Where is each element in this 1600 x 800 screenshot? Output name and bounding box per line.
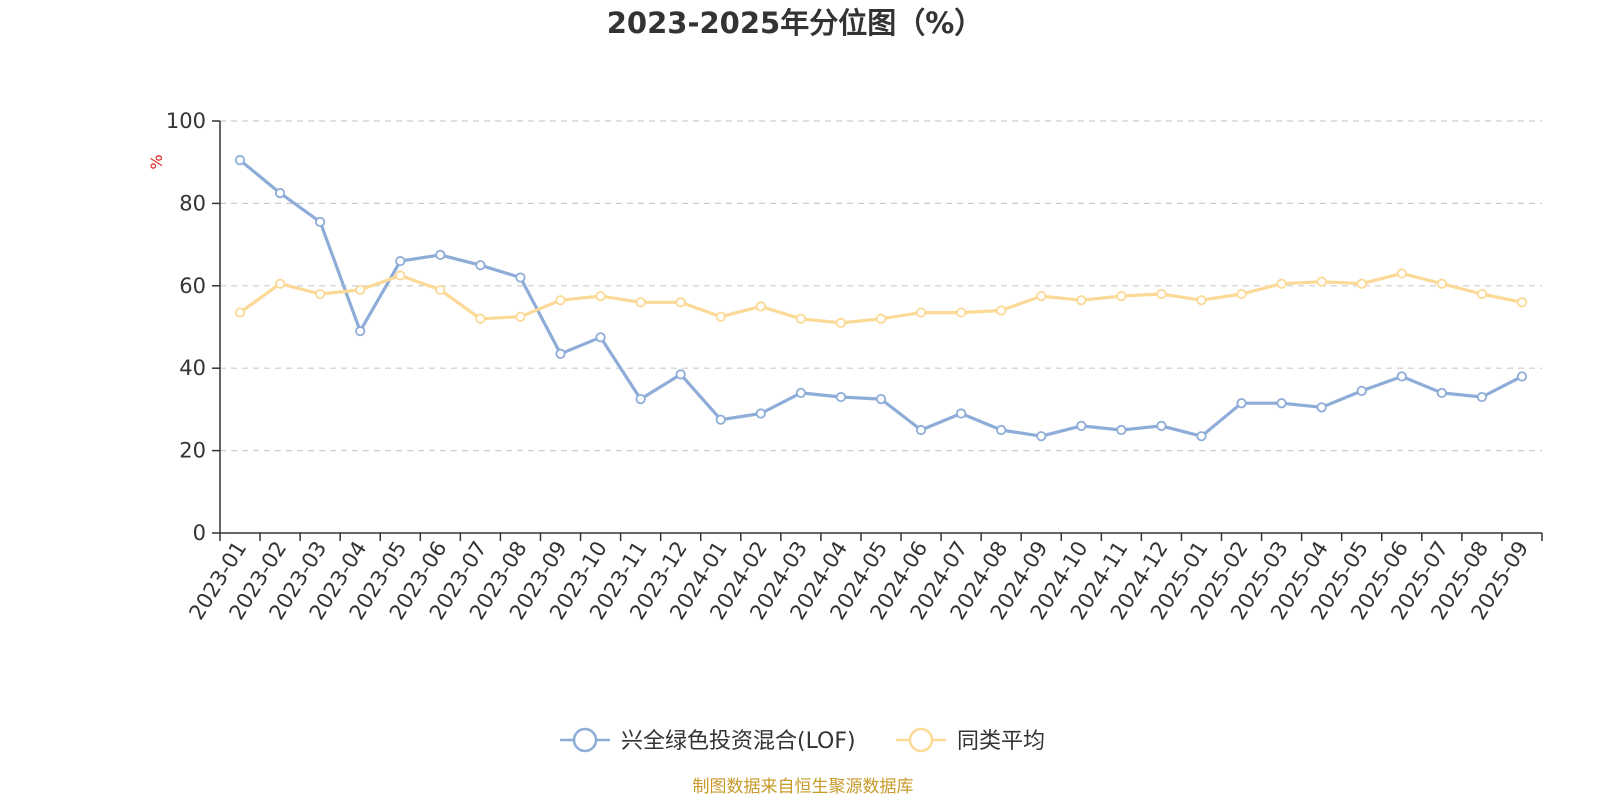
series-1-point-2025-07[interactable]	[1436, 278, 1447, 289]
series-1-point-2024-02[interactable]	[755, 301, 766, 312]
series-1-point-2023-11[interactable]	[635, 297, 646, 308]
series-0-point-2024-09[interactable]	[1036, 431, 1047, 442]
series-1-point-2024-08[interactable]	[996, 305, 1007, 316]
series-1-point-2024-04[interactable]	[835, 317, 847, 328]
series-0-point-2024-12[interactable]	[1156, 420, 1167, 431]
series-0-point-2023-03[interactable]	[315, 216, 326, 228]
series-0-point-2023-07[interactable]	[475, 260, 486, 271]
y-axis-unit-label: %	[147, 154, 166, 169]
series-0-point-2025-01[interactable]	[1196, 431, 1207, 442]
series-0-point-2025-02[interactable]	[1236, 398, 1247, 409]
series-0-point-2024-07[interactable]	[956, 408, 967, 419]
x-axis: 2023-012023-022023-032023-042023-052023-…	[184, 532, 1543, 624]
series-1-point-2025-04[interactable]	[1316, 276, 1327, 287]
series-0-point-2023-01[interactable]	[234, 155, 246, 166]
series-0-point-2024-02[interactable]	[755, 408, 766, 419]
series-1-point-2024-12[interactable]	[1156, 288, 1167, 300]
series-0-point-2023-06[interactable]	[435, 249, 446, 260]
series-0-point-2025-03[interactable]	[1276, 398, 1287, 409]
series-1-point-2023-12[interactable]	[675, 297, 686, 308]
series-0-point-2023-10[interactable]	[595, 332, 606, 343]
series-1-point-2023-02[interactable]	[274, 278, 286, 289]
legend-label-0: 兴全绿色投资混合(LOF)	[621, 729, 856, 754]
y-tick-label-100: 100	[166, 109, 206, 133]
series-1-point-2023-04[interactable]	[355, 284, 366, 296]
series-0-point-2023-08[interactable]	[515, 272, 526, 283]
series-1-point-2024-11[interactable]	[1116, 290, 1127, 302]
series-0-point-2023-11[interactable]	[635, 393, 646, 405]
series-0-point-2024-05[interactable]	[875, 393, 887, 405]
series-1-point-2023-10[interactable]	[595, 290, 606, 302]
series-0-point-2024-11[interactable]	[1116, 424, 1127, 436]
legend-item-0[interactable]: 兴全绿色投资混合(LOF)	[560, 727, 856, 754]
series-1-point-2025-05[interactable]	[1356, 278, 1367, 289]
series-layer	[234, 155, 1528, 442]
series-0-point-2023-05[interactable]	[395, 255, 406, 267]
legend-label-1: 同类平均	[957, 729, 1045, 754]
series-1-point-2024-01[interactable]	[715, 311, 726, 322]
series-1-point-2023-07[interactable]	[475, 313, 486, 324]
series-1-point-2025-01[interactable]	[1196, 295, 1207, 306]
series-1-point-2024-10[interactable]	[1076, 295, 1087, 306]
chart-title: 2023-2025年分位图（%）	[607, 6, 984, 40]
series-0-point-2024-10[interactable]	[1076, 420, 1087, 431]
series-0-point-2023-04[interactable]	[355, 326, 366, 337]
series-0-point-2024-04[interactable]	[835, 391, 847, 403]
y-tick-label-60: 60	[179, 274, 206, 298]
series-1-point-2023-08[interactable]	[515, 311, 526, 322]
series-1-point-2024-09[interactable]	[1036, 290, 1047, 302]
series-1-point-2023-03[interactable]	[315, 288, 326, 300]
series-1-point-2025-08[interactable]	[1476, 288, 1488, 300]
series-0-point-2025-04[interactable]	[1316, 402, 1327, 413]
series-1-point-2025-03[interactable]	[1276, 278, 1287, 289]
series-0-point-2023-09[interactable]	[555, 348, 566, 359]
legend: 兴全绿色投资混合(LOF) 同类平均	[560, 727, 1045, 754]
series-0-point-2025-09[interactable]	[1516, 371, 1528, 382]
y-tick-label-0: 0	[193, 521, 206, 545]
series-1-point-2025-02[interactable]	[1236, 288, 1247, 300]
series-0-point-2025-08[interactable]	[1476, 391, 1488, 403]
series-1-point-2024-07[interactable]	[956, 307, 967, 318]
series-1-point-2024-05[interactable]	[875, 313, 887, 324]
series-1-point-2025-06[interactable]	[1396, 268, 1407, 279]
series-0-point-2023-02[interactable]	[274, 188, 286, 199]
series-0-point-2024-03[interactable]	[795, 387, 806, 399]
y-tick-label-40: 40	[179, 356, 206, 380]
series-0-point-2023-12[interactable]	[675, 369, 686, 380]
series-1-point-2025-09[interactable]	[1516, 297, 1528, 308]
series-0-point-2025-06[interactable]	[1396, 371, 1407, 382]
series-0-point-2025-05[interactable]	[1356, 385, 1367, 396]
y-tick-label-80: 80	[179, 191, 206, 215]
series-1-point-2023-09[interactable]	[555, 295, 566, 306]
legend-marker-0	[572, 727, 598, 753]
y-tick-label-20: 20	[179, 439, 206, 463]
series-0-point-2025-07[interactable]	[1436, 387, 1447, 399]
legend-item-1[interactable]: 同类平均	[896, 727, 1045, 754]
series-1-point-2024-06[interactable]	[915, 307, 927, 318]
series-0-point-2024-01[interactable]	[715, 414, 726, 425]
legend-marker-1	[908, 727, 934, 753]
series-1-point-2023-01[interactable]	[234, 307, 246, 318]
series-1-point-2023-05[interactable]	[395, 270, 406, 281]
source-note: 制图数据来自恒生聚源数据库	[693, 777, 914, 797]
series-1-point-2024-03[interactable]	[795, 313, 806, 324]
y-axis: 0 20 40 60 80 100	[166, 109, 221, 545]
series-1-point-2023-06[interactable]	[435, 284, 446, 296]
series-0-point-2024-08[interactable]	[996, 424, 1007, 436]
series-0-point-2024-06[interactable]	[915, 424, 927, 436]
